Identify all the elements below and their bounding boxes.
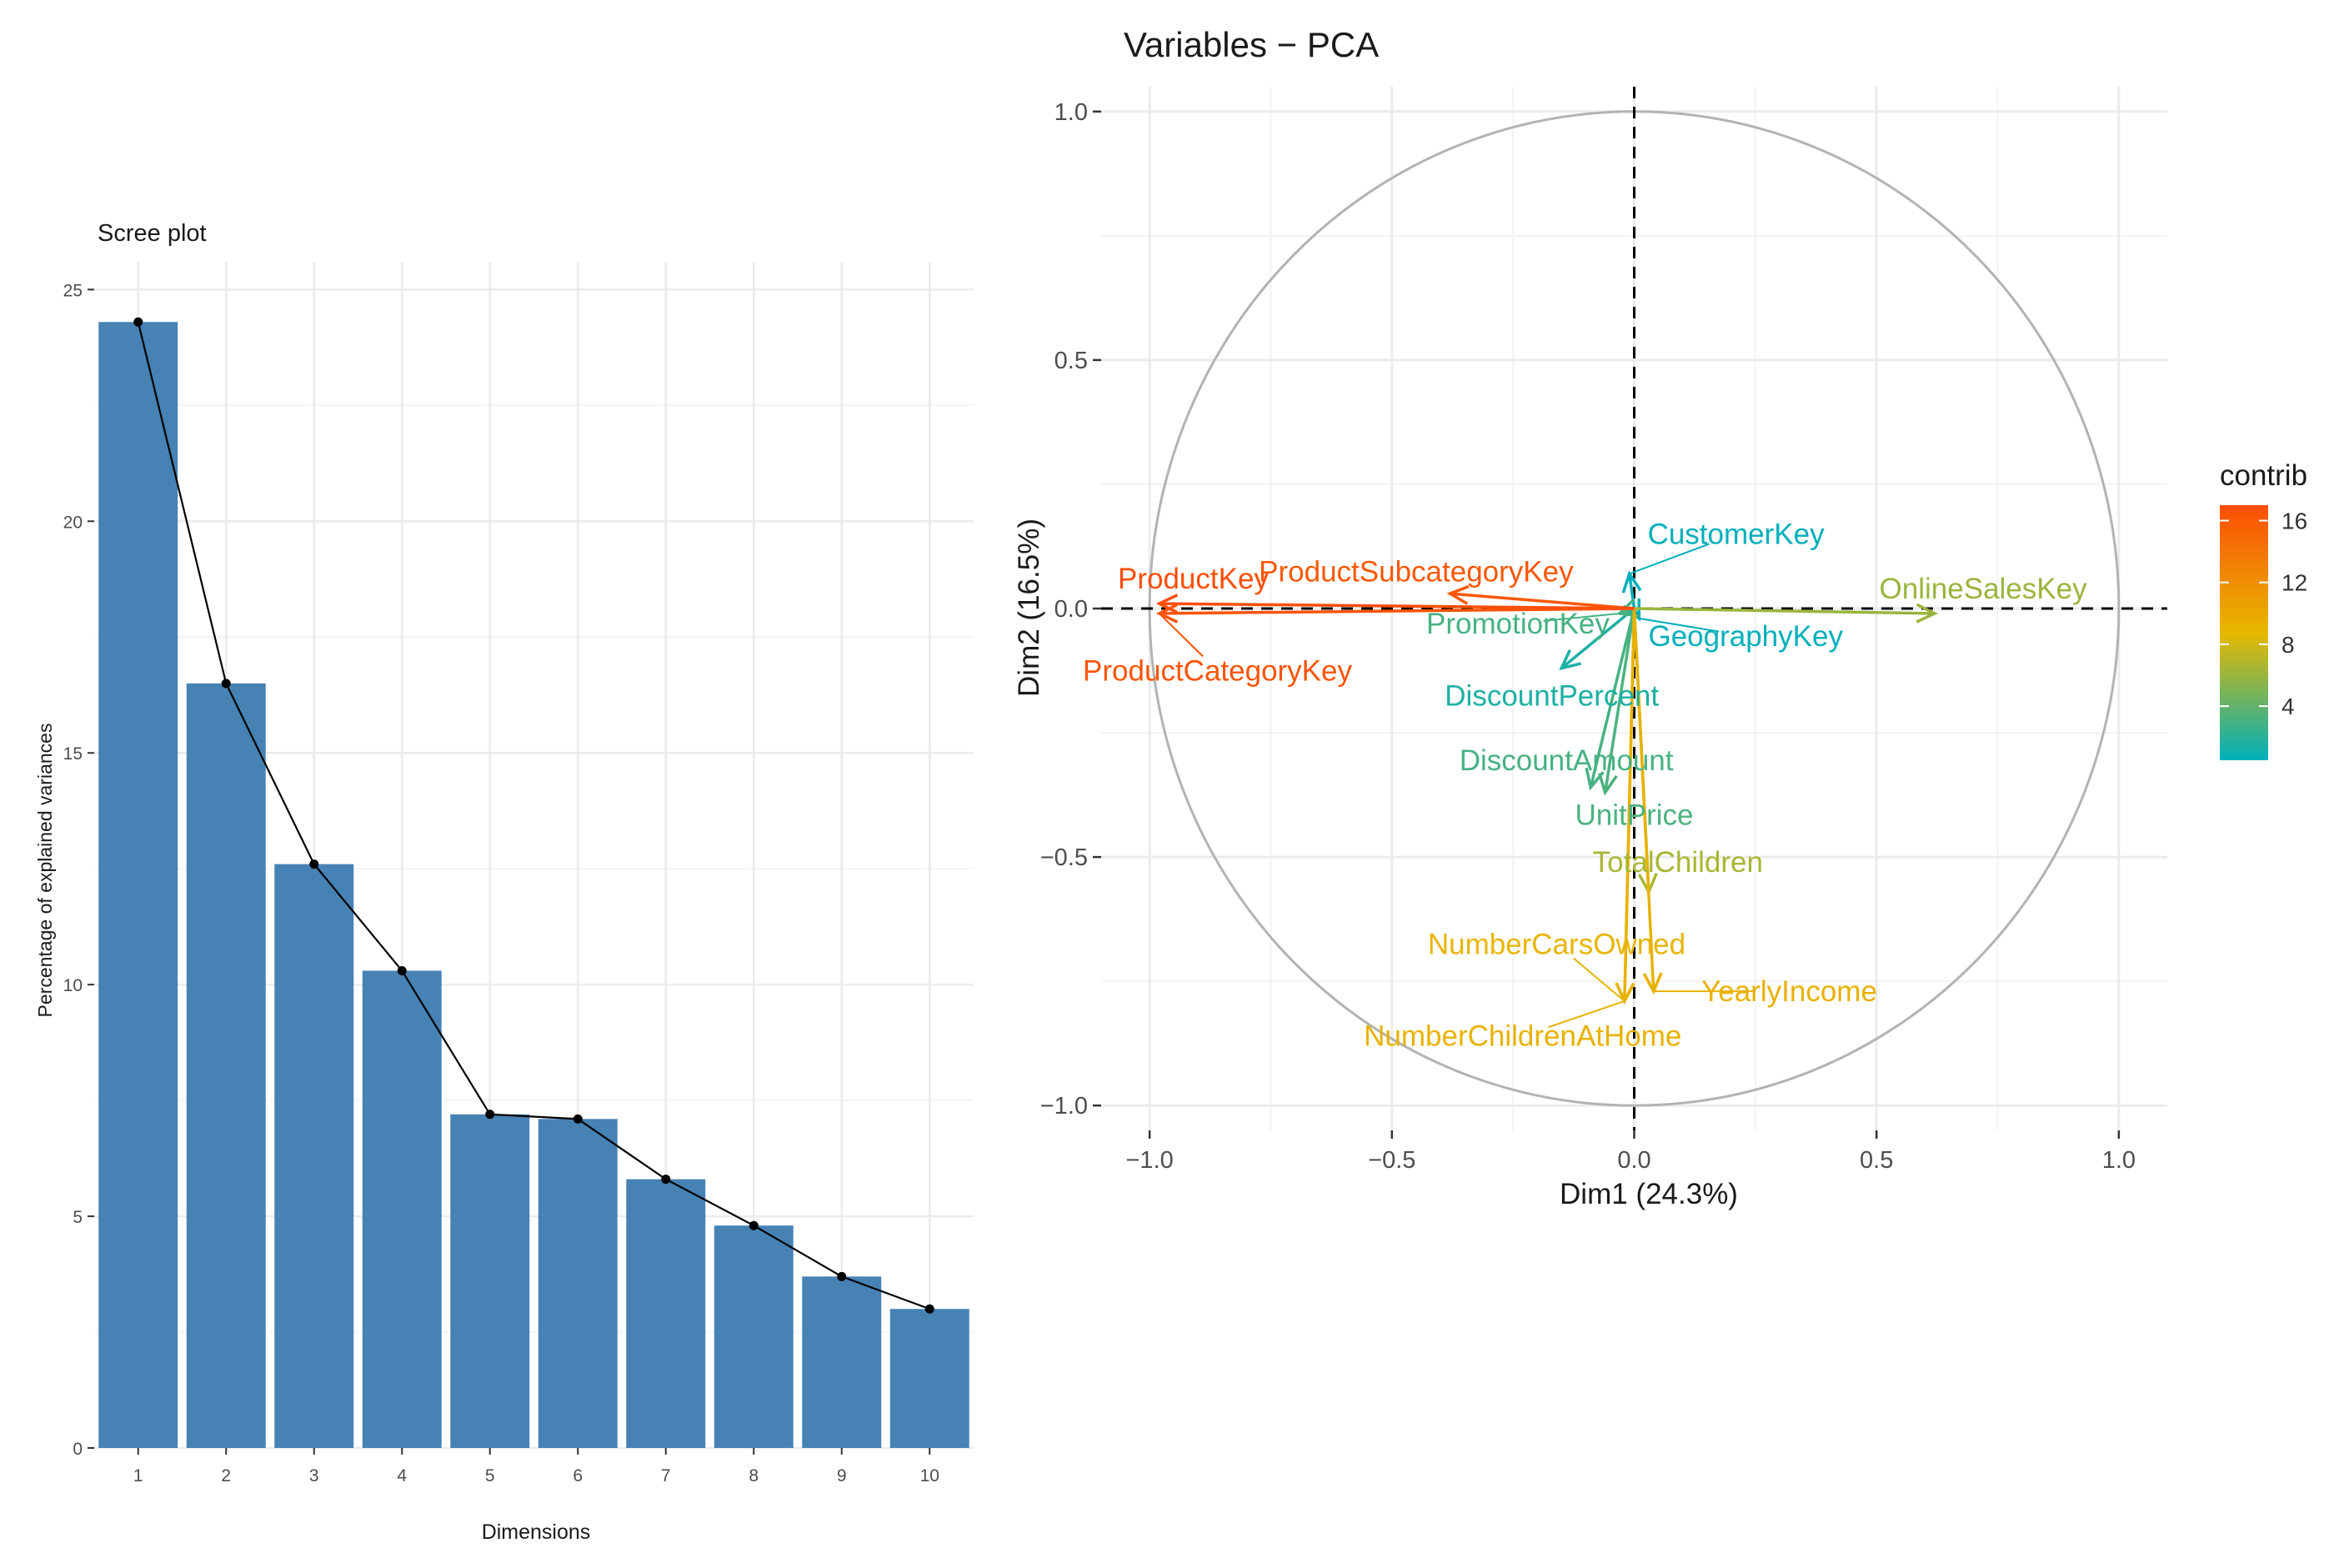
pca-variable-label: DiscountAmount bbox=[1460, 744, 1674, 777]
scree-y-axis-label: Percentage of explained variances bbox=[34, 724, 56, 1018]
scree-plot-title: Scree plot bbox=[98, 220, 207, 247]
pca-variable-label: GeographyKey bbox=[1648, 620, 1843, 653]
pca-arrow-shaft bbox=[1159, 607, 1635, 615]
pca-label-leader bbox=[1547, 1000, 1625, 1029]
pca-arrow-shaft bbox=[1560, 607, 1635, 669]
scree-point bbox=[924, 1304, 934, 1314]
pca-y-axis-label: Dim2 (16.5%) bbox=[1013, 518, 1045, 697]
scree-y-tick-label: 0 bbox=[73, 1440, 83, 1459]
pca-x-tick-label: 0.0 bbox=[1617, 1147, 1650, 1174]
contrib-legend: 4 8 12 16 bbox=[2220, 505, 2307, 760]
pca-arrow-head bbox=[1916, 603, 1938, 624]
pca-variable-label: PromotionKey bbox=[1426, 608, 1610, 640]
pca-plot: −1.0 −0.5 0.0 0.5 1.0 −1.0 −0.5 0.0 0.5 1.0 Produc… bbox=[1040, 87, 2167, 1174]
pca-label-leader bbox=[1573, 957, 1625, 1002]
scree-bar bbox=[538, 1119, 618, 1448]
legend-tick-label: 4 bbox=[2281, 694, 2295, 719]
scree-bar bbox=[450, 1114, 530, 1448]
pca-arrow-shaft bbox=[1632, 608, 1655, 992]
pca-arrow-shaft bbox=[1450, 592, 1635, 610]
scree-bar bbox=[186, 683, 266, 1448]
pca-variable-label: TotalChildren bbox=[1593, 846, 1763, 879]
pca-arrow-head bbox=[1155, 594, 1179, 614]
scree-y-tick-label: 15 bbox=[63, 744, 83, 764]
scree-x-tick-label: 9 bbox=[837, 1466, 847, 1485]
pca-variable-label: NumberCarsOwned bbox=[1428, 928, 1685, 960]
legend-tick-label: 8 bbox=[2281, 632, 2295, 658]
scree-bar bbox=[98, 322, 178, 1448]
scree-x-tick-label: 10 bbox=[920, 1466, 939, 1485]
pca-arrow-head bbox=[1446, 584, 1470, 605]
pca-title: Variables − PCA bbox=[1124, 25, 1379, 64]
scree-x-tick-label: 8 bbox=[749, 1466, 759, 1485]
pca-variable-label: NumberChildrenAtHome bbox=[1364, 1020, 1681, 1053]
scree-x-tick-label: 5 bbox=[485, 1466, 495, 1485]
pca-y-tick-label: 1.0 bbox=[1054, 99, 1088, 126]
pca-variable-label: DiscountPercent bbox=[1445, 679, 1659, 712]
legend-tick-label: 12 bbox=[2281, 570, 2307, 596]
scree-point bbox=[485, 1110, 495, 1120]
scree-x-tick-label: 6 bbox=[573, 1466, 583, 1485]
pca-x-axis-label: Dim1 (24.3%) bbox=[1560, 1178, 1738, 1210]
pca-label-leader bbox=[1159, 613, 1204, 658]
pca-label-leader bbox=[1543, 612, 1620, 622]
scree-bar bbox=[714, 1225, 794, 1448]
scree-point bbox=[397, 965, 407, 975]
scree-x-axis-label: Dimensions bbox=[482, 1520, 591, 1544]
pca-variable-label: ProductKey bbox=[1118, 563, 1269, 595]
legend-colorbar bbox=[2220, 505, 2268, 760]
pca-y-tick-label: 0.0 bbox=[1054, 596, 1088, 623]
pca-x-tick-label: −1.0 bbox=[1126, 1147, 1174, 1174]
pca-y-tick-label: −0.5 bbox=[1040, 844, 1088, 871]
scree-x-tick-label: 7 bbox=[661, 1466, 671, 1485]
scree-x-tick-label: 1 bbox=[133, 1466, 143, 1485]
scree-point bbox=[309, 859, 319, 869]
scree-y-tick-label: 25 bbox=[63, 281, 83, 300]
pca-label-leader bbox=[1639, 617, 1720, 633]
pca-arrow-shaft bbox=[1159, 602, 1635, 610]
pca-arrow-shaft bbox=[1623, 608, 1636, 1002]
scree-bar bbox=[889, 1309, 969, 1448]
scree-y-tick-label: 20 bbox=[63, 513, 83, 532]
pca-arrow-shaft bbox=[1589, 608, 1636, 789]
pca-variable-label: ProductCategoryKey bbox=[1083, 655, 1352, 688]
scree-x-tick-label: 4 bbox=[397, 1466, 407, 1485]
scree-y-tick-label: 10 bbox=[63, 976, 83, 995]
pca-variable-label: CustomerKey bbox=[1648, 518, 1826, 551]
pca-arrow-head bbox=[1559, 649, 1582, 671]
pca-variable-label: OnlineSalesKey bbox=[1880, 573, 2088, 605]
pca-y-tick-label: 0.5 bbox=[1054, 348, 1088, 374]
pca-variable-label: ProductSubcategoryKey bbox=[1259, 555, 1574, 588]
scree-line bbox=[137, 322, 930, 1310]
pca-variable-label: YearlyIncome bbox=[1701, 975, 1877, 1008]
pca-label-leader bbox=[1629, 543, 1710, 575]
legend-title: contrib bbox=[2220, 459, 2307, 492]
pca-arrow-head bbox=[1598, 773, 1618, 796]
legend-tick-label: 16 bbox=[2281, 508, 2307, 534]
scree-x-tick-label: 2 bbox=[221, 1466, 231, 1485]
pca-arrow-shaft bbox=[1603, 608, 1636, 793]
scree-bar bbox=[362, 970, 442, 1448]
scree-point bbox=[661, 1175, 671, 1185]
pca-arrow-shaft bbox=[1634, 607, 1935, 615]
pca-variable-label: UnitPrice bbox=[1575, 799, 1694, 831]
pca-x-tick-label: 1.0 bbox=[2102, 1147, 2136, 1174]
scree-bar bbox=[626, 1179, 706, 1448]
scree-point bbox=[837, 1271, 847, 1281]
pca-arrow-shaft bbox=[1627, 574, 1636, 609]
scree-plot: 0 5 10 15 20 25 1 2 3 4 5 6 7 8 9 10 bbox=[63, 262, 974, 1485]
scree-point bbox=[221, 679, 231, 689]
scree-point bbox=[749, 1220, 759, 1230]
scree-y-tick-label: 5 bbox=[73, 1208, 83, 1227]
pca-x-tick-label: −0.5 bbox=[1368, 1147, 1415, 1174]
scree-bar bbox=[274, 864, 354, 1448]
pca-x-tick-label: 0.5 bbox=[1860, 1147, 1893, 1174]
scree-bar bbox=[802, 1276, 882, 1448]
scree-point bbox=[573, 1114, 583, 1124]
scree-point bbox=[133, 317, 143, 327]
scree-x-tick-label: 3 bbox=[309, 1466, 319, 1485]
pca-y-tick-label: −1.0 bbox=[1040, 1093, 1088, 1120]
